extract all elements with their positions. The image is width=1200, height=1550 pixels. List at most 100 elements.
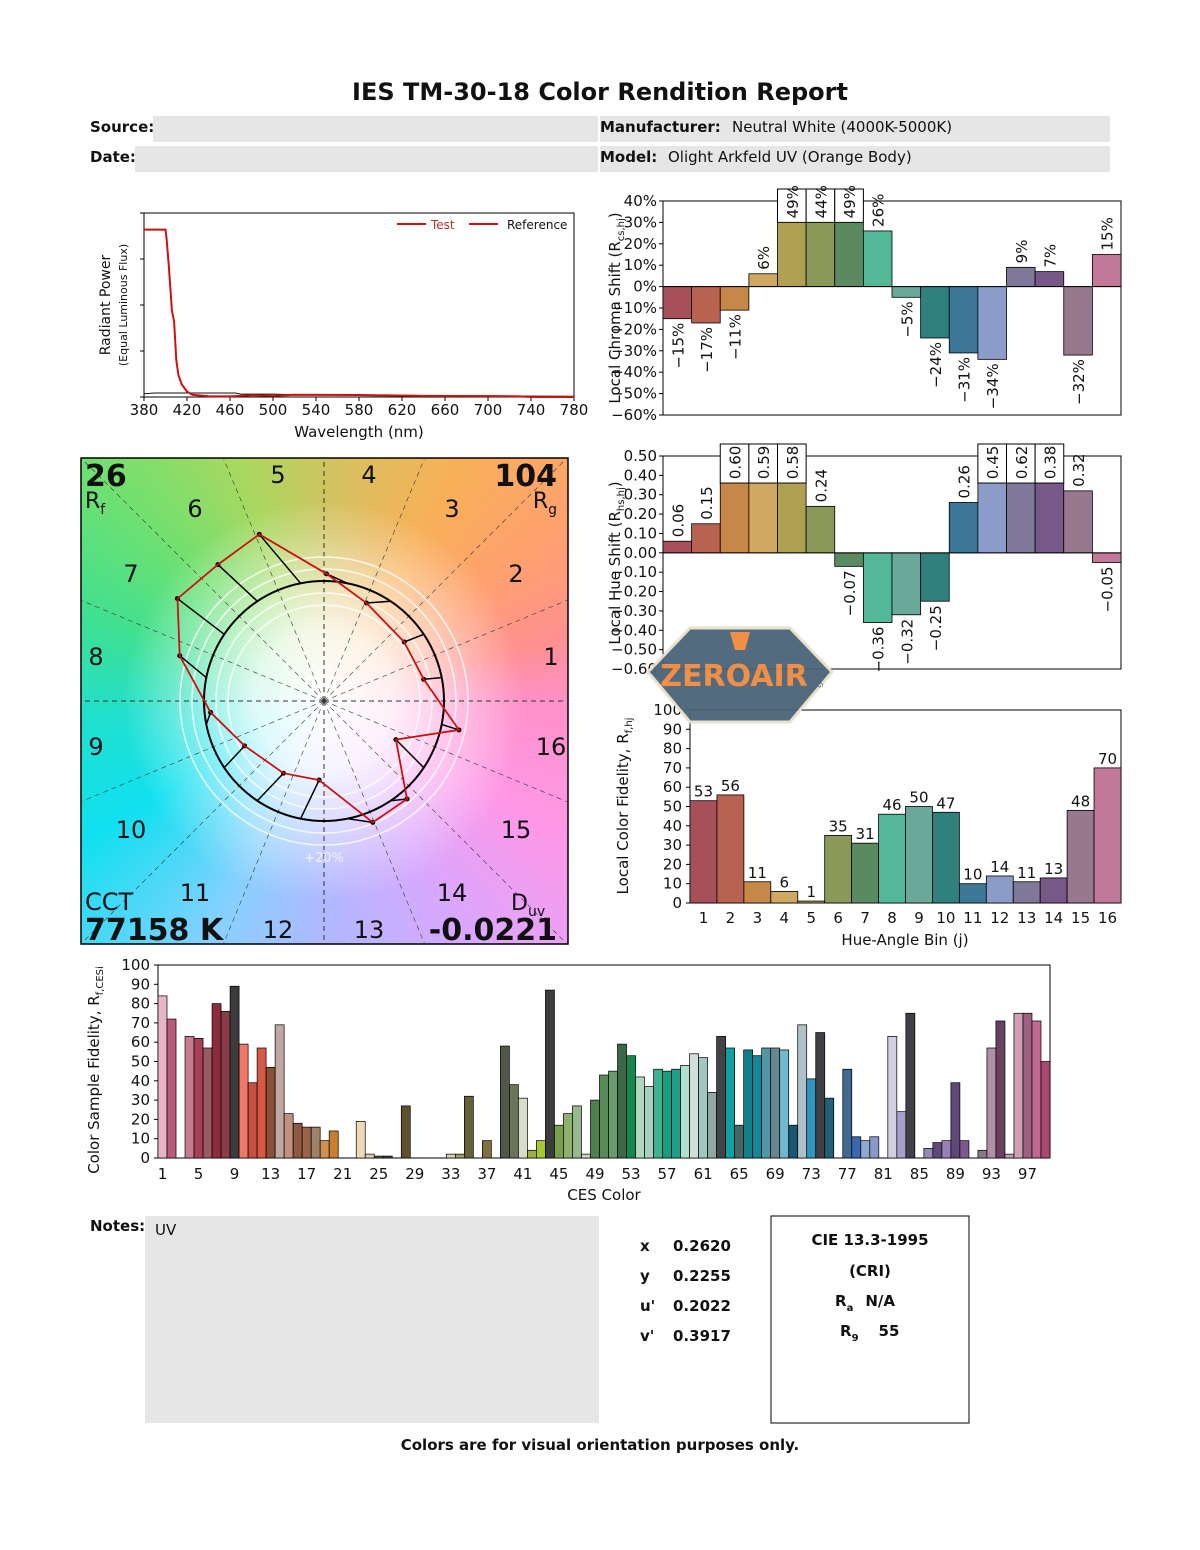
ces-bar (310, 1126, 321, 1159)
fidelity-xtick-label: 2 (726, 909, 736, 927)
chroma-shift-arrow (366, 600, 391, 604)
chroma-bar (1034, 271, 1065, 287)
chroma-ytick-label: −40% (611, 363, 657, 381)
hue-bin-boundary (81, 700, 325, 944)
ces-bar (860, 1140, 871, 1159)
zeroair-watermark: ZEROAIR ORG (645, 626, 835, 724)
ces-xtick-label: 61 (694, 1165, 713, 1183)
ces-bar (292, 1122, 303, 1159)
hue-ytick-label: −0.30 (611, 602, 657, 620)
chroma-bar (748, 273, 778, 288)
chroma-ytick-label: −20% (611, 320, 657, 338)
hue-bin-label: 5 (270, 461, 285, 489)
ces-bar (851, 1136, 862, 1159)
hue-bin-label: 14 (437, 879, 468, 907)
ces-bar (752, 1055, 763, 1159)
hue-bar-label: 0.45 (984, 446, 1002, 479)
ces-bar (518, 1097, 528, 1159)
fidelity-bar (716, 794, 745, 904)
ces-bar (500, 1045, 510, 1159)
ces-xtick-label: 45 (549, 1165, 568, 1183)
ces-bar (445, 1153, 456, 1159)
hue-bar-label: 0.15 (698, 486, 716, 519)
chroma-bar (862, 230, 893, 288)
ces-ytick-label: 20 (131, 1110, 150, 1128)
fidelity-bar-label: 70 (1098, 750, 1117, 768)
hue-ytick-label: −0.40 (611, 621, 657, 639)
fidelity-ytick-label: 20 (663, 855, 682, 873)
fidelity-bar (878, 813, 906, 904)
chromaticity-key: v' (640, 1327, 654, 1345)
ces-xtick-label: 17 (297, 1165, 316, 1183)
ces-bar (770, 1047, 781, 1159)
chroma-bar-label: 49% (841, 185, 859, 218)
chroma-bar-label: −31% (956, 357, 974, 403)
ces-xlabel: CES Color (567, 1186, 641, 1204)
model-field (600, 146, 1110, 172)
ces-bar (509, 1084, 519, 1159)
fidelity-ytick-label: 60 (663, 778, 682, 796)
ces-xtick-label: 77 (838, 1165, 857, 1183)
chroma-ring (179, 556, 469, 846)
spd-chart: Radiant Power (Equal Luminous Flux) Wave… (98, 212, 588, 441)
chroma-bar (719, 286, 750, 311)
chroma-shift-arrow (347, 817, 373, 824)
hue-bin-boundary (323, 700, 568, 803)
ces-bar (463, 1095, 474, 1159)
hue-bin-boundary (323, 700, 568, 944)
spd-xlabel: Wavelength (nm) (294, 423, 424, 441)
ces-bar (725, 1047, 735, 1159)
hue-bar (834, 552, 864, 567)
rg-label: Rg (533, 489, 557, 518)
chroma-ylabel: Local Chroma Shift (Rcs,hj) (606, 212, 627, 403)
ces-ytick-label: 30 (131, 1091, 150, 1109)
rf-label: Rf (85, 489, 106, 518)
ces-bar (887, 1036, 898, 1159)
local-fidelity-chart: Local Color Fidelity, Rf,hj Hue-Angle Bi… (614, 701, 1122, 949)
footer-note: Colors are for visual orientation purpos… (401, 1436, 800, 1454)
chroma-ytick-label: −10% (611, 299, 657, 317)
ces-bar (626, 1055, 636, 1159)
hue-bar (1091, 552, 1122, 563)
fidelity-bar-label: 46 (882, 796, 901, 814)
hue-bar-label: 0.59 (755, 446, 773, 479)
ces-bar (400, 1105, 411, 1159)
hue-ylabel: Local Hue Shift (Rhs,hj) (606, 481, 627, 644)
chroma-bar (1091, 254, 1122, 287)
ces-bar (301, 1126, 312, 1159)
chroma-bar (777, 221, 807, 287)
fidelity-bar-label: 48 (1071, 792, 1090, 810)
hue-bin-label: 8 (88, 643, 103, 671)
chroma-shift-arrow (179, 655, 207, 679)
hue-ytick-label: 0.30 (624, 486, 657, 504)
notes-value: UV (155, 1221, 177, 1239)
rf-value: 26 (85, 459, 127, 494)
cct-value: 77158 K (85, 913, 225, 948)
ces-bar (932, 1142, 943, 1159)
fidelity-bar-label: 56 (721, 777, 740, 795)
cri-box (770, 1215, 970, 1424)
hue-bin-boundary (223, 458, 325, 702)
chroma-bar (691, 286, 721, 324)
manufacturer-value: Neutral White (4000K-5000K) (732, 118, 952, 136)
ces-bar (554, 1124, 564, 1159)
fidelity-bar (1093, 767, 1122, 904)
fidelity-ytick-label: 0 (672, 894, 682, 912)
ces-bar (274, 1024, 285, 1159)
ces-bar (1013, 1012, 1024, 1159)
ces-xtick-label: 21 (333, 1165, 352, 1183)
hue-bin-label: 2 (508, 560, 523, 588)
chroma-clip-box (777, 188, 807, 223)
chroma-bar-label: 26% (870, 194, 888, 227)
fidelity-xtick-label: 13 (1017, 909, 1036, 927)
chroma-ytick-label: 30% (624, 213, 657, 231)
ces-xtick-label: 13 (261, 1165, 280, 1183)
chroma-bar (834, 221, 864, 287)
chroma-bar-label: 15% (1099, 217, 1117, 250)
chroma-bar-label: 49% (784, 185, 802, 218)
ces-xtick-label: 37 (477, 1165, 496, 1183)
chroma-ytick-label: 20% (624, 235, 657, 253)
ces-bar (716, 1036, 726, 1159)
fidelity-bar (851, 842, 879, 904)
